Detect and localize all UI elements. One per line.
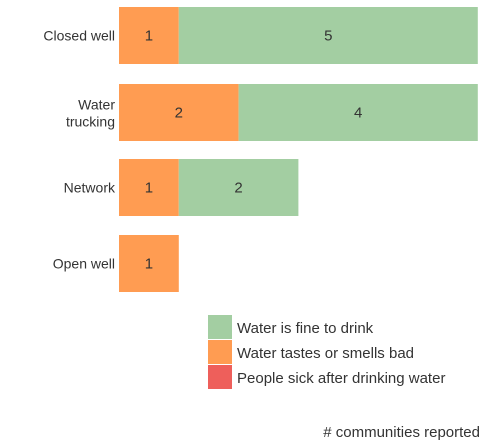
legend-label-people-sick-after-drinking-water: People sick after drinking water	[237, 370, 445, 387]
bar-segment-open-well-water-tastes-or-smells-bad	[119, 235, 179, 292]
legend-swatch-people-sick-after-drinking-water	[208, 365, 232, 389]
category-label-network: Network	[64, 180, 116, 196]
data-label-network-water-tastes-or-smells-bad: 1	[145, 180, 153, 197]
category-labels: Closed well Water trucking Network Open well	[43, 28, 116, 272]
bar-segment-closed-well-water-tastes-or-smells-bad	[119, 7, 179, 64]
legend-item-water-tastes-or-smells-bad: Water tastes or smells bad	[208, 340, 414, 364]
legend: Water is fine to drink Water tastes or sm…	[208, 315, 445, 389]
bar-segment-water-trucking-water-is-fine-to-drink	[238, 84, 478, 141]
bar-segment-water-trucking-water-tastes-or-smells-bad	[119, 84, 239, 141]
data-label-water-trucking-water-tastes-or-smells-bad: 2	[175, 105, 183, 122]
data-label-water-trucking-water-is-fine-to-drink: 4	[354, 105, 362, 122]
bars-layer: 1 5 2 4 1 2 1	[119, 7, 478, 292]
legend-swatch-water-tastes-or-smells-bad	[208, 340, 232, 364]
legend-swatch-water-is-fine-to-drink	[208, 315, 232, 339]
bar-segment-network-water-is-fine-to-drink	[178, 159, 299, 216]
legend-label-water-tastes-or-smells-bad: Water tastes or smells bad	[237, 345, 414, 362]
data-label-network-water-is-fine-to-drink: 2	[234, 180, 242, 197]
data-label-closed-well-water-tastes-or-smells-bad: 1	[145, 28, 153, 45]
data-label-closed-well-water-is-fine-to-drink: 5	[324, 28, 332, 45]
category-label-open-well: Open well	[53, 256, 115, 272]
legend-item-people-sick-after-drinking-water: People sick after drinking water	[208, 365, 445, 389]
legend-item-water-is-fine-to-drink: Water is fine to drink	[208, 315, 374, 339]
data-label-open-well-water-tastes-or-smells-bad: 1	[145, 256, 153, 273]
bar-segment-closed-well-water-is-fine-to-drink	[178, 7, 478, 64]
category-label-water-trucking: Water trucking	[66, 97, 115, 130]
x-axis-label: # communities reported	[323, 424, 480, 441]
category-label-closed-well: Closed well	[43, 28, 115, 44]
bar-segment-network-water-tastes-or-smells-bad	[119, 159, 179, 216]
legend-label-water-is-fine-to-drink: Water is fine to drink	[237, 320, 374, 337]
